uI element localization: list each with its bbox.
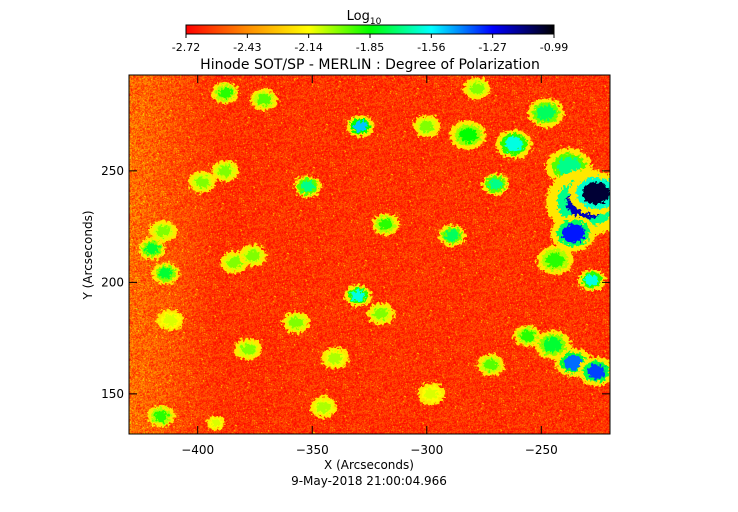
polarization-patch	[458, 127, 478, 143]
x-tick-label: −400	[181, 443, 214, 457]
polarization-patch	[587, 364, 606, 379]
observation-timestamp: 9-May-2018 21:00:04.966	[291, 474, 447, 488]
polarization-patch	[257, 94, 272, 106]
polarization-patch	[488, 178, 503, 190]
polarization-patch	[227, 256, 242, 268]
polarization-patch	[536, 105, 556, 121]
heatmap-plot-area: −400 −350 −300 −250 150 200 250	[101, 74, 611, 457]
x-axis-label: X (Arcseconds)	[324, 458, 414, 472]
y-tick-label: 250	[101, 164, 124, 178]
colorbar-tick-label: -1.27	[478, 41, 506, 54]
polarization-patch	[584, 274, 599, 286]
x-tick-label: −350	[296, 443, 329, 457]
colorbar-tick-label: -2.43	[233, 41, 261, 54]
polarization-patch	[218, 165, 233, 177]
polarization-patch	[504, 136, 523, 152]
polarization-patch	[156, 225, 171, 237]
y-axis-label: Y (Arcseconds)	[81, 210, 95, 300]
y-axis-ticks: 150 200 250	[101, 164, 610, 401]
plot-frame	[128, 74, 611, 435]
polarization-patch	[163, 314, 178, 326]
polarization-patch	[218, 87, 233, 99]
polarization-patch	[561, 224, 585, 243]
polarization-patch	[195, 176, 210, 188]
polarization-patch	[564, 355, 583, 370]
polarization-patch	[316, 401, 331, 413]
polarization-patch	[353, 120, 368, 132]
colorbar-tick-label: -1.85	[356, 41, 384, 54]
polarization-patch	[374, 308, 388, 320]
heatmap-image	[129, 75, 610, 434]
polarization-patch	[419, 120, 434, 132]
polarization-patch	[241, 343, 255, 355]
polarization-patch	[145, 243, 159, 255]
polarization-patch	[300, 180, 315, 192]
x-tick-label: −300	[410, 443, 443, 457]
polarization-patch	[211, 419, 221, 427]
y-tick-label: 150	[101, 387, 124, 401]
polarization-patch	[351, 290, 365, 302]
polarization-patch	[520, 330, 535, 342]
chart-title: Hinode SOT/SP - MERLIN : Degree of Polar…	[200, 57, 540, 73]
polarization-patch	[484, 359, 498, 371]
colorbar-tick-label: -2.72	[172, 41, 200, 54]
colorbar-ticks: -2.72 -2.43 -2.14 -1.85 -1.56 -1.27 -0.99	[172, 34, 568, 54]
y-tick-label: 200	[101, 275, 124, 289]
polarization-patch	[445, 230, 459, 242]
polarization-features	[138, 77, 610, 431]
polarization-patch	[158, 267, 173, 279]
colorbar-gradient	[185, 24, 555, 35]
polarization-patch	[289, 317, 304, 329]
colorbar-tick-label: -0.99	[540, 41, 568, 54]
colorbar-tick-label: -1.56	[417, 41, 445, 54]
colorbar: Log10 -2.72 -2.43 -2.14 -1.85 -1.56 -1.27 -0.9…	[172, 9, 568, 54]
polarization-patch	[378, 218, 393, 230]
polarization-patch	[154, 410, 168, 422]
colorbar-label: Log10	[347, 9, 382, 27]
x-tick-label: −250	[525, 443, 558, 457]
x-axis-ticks: −400 −350 −300 −250	[181, 75, 558, 457]
polarization-patch	[582, 182, 610, 205]
polarization-patch	[470, 82, 485, 94]
polarization-patch	[543, 337, 562, 353]
polarization-patch	[328, 352, 343, 364]
polarization-patch	[245, 250, 260, 262]
polarization-patch	[545, 252, 565, 268]
polarization-patch	[424, 388, 439, 400]
colorbar-tick-label: -2.14	[294, 41, 322, 54]
